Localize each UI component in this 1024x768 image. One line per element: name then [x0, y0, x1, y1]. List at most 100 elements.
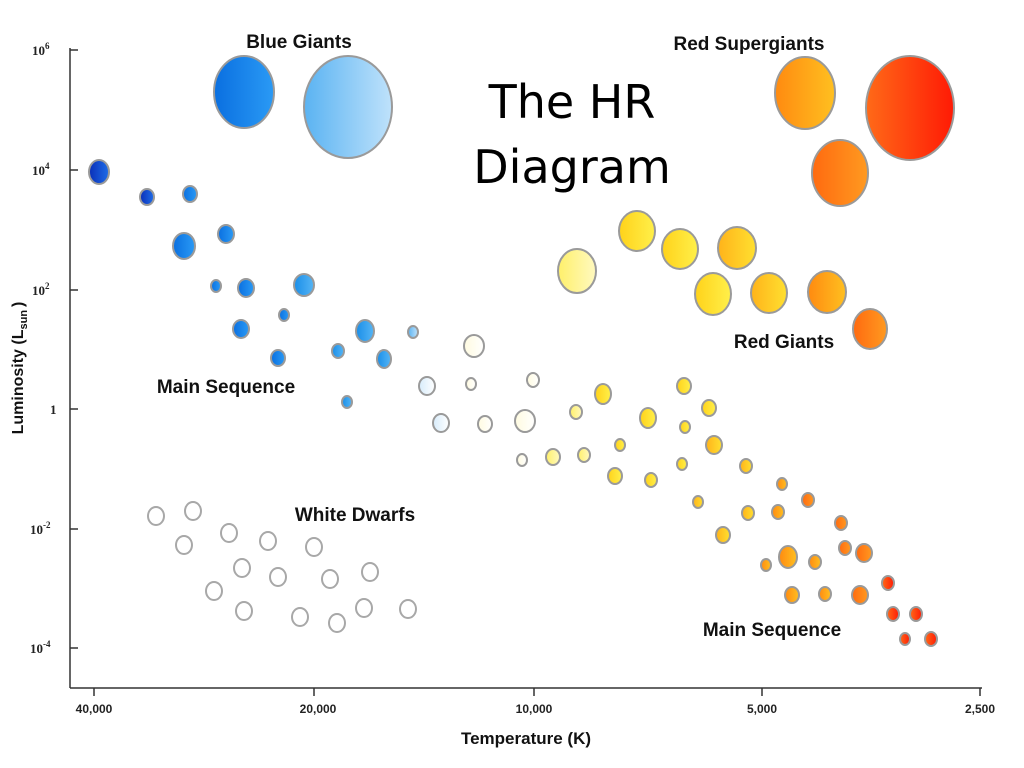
star	[886, 606, 900, 622]
star	[855, 543, 873, 563]
star	[328, 613, 346, 633]
star	[184, 501, 202, 521]
star	[778, 545, 798, 569]
x-tick-label: 10,000	[516, 702, 553, 716]
star	[694, 272, 732, 316]
star	[801, 492, 815, 508]
star	[233, 558, 251, 578]
star	[355, 319, 375, 343]
star	[463, 334, 485, 358]
star	[175, 535, 193, 555]
star	[569, 404, 583, 420]
star	[741, 505, 755, 521]
y-tick-label: 102	[32, 281, 50, 298]
star	[172, 232, 196, 260]
y-axis-label: Luminosity (Lsun)	[10, 302, 30, 435]
white-dwarfs-group	[147, 501, 417, 633]
y-tick-label: 106	[32, 41, 50, 58]
star	[465, 377, 477, 391]
star	[661, 228, 699, 270]
star	[676, 457, 688, 471]
star	[213, 55, 275, 129]
star	[639, 407, 657, 429]
star	[303, 55, 393, 159]
star	[692, 495, 704, 509]
star	[331, 343, 345, 359]
star	[557, 248, 597, 294]
star	[618, 210, 656, 252]
star	[217, 224, 235, 244]
star	[259, 531, 277, 551]
star	[291, 607, 309, 627]
star	[776, 477, 788, 491]
star	[834, 515, 848, 531]
star	[909, 606, 923, 622]
diagram-title-line1: The HR	[488, 75, 656, 129]
star	[865, 55, 955, 161]
star	[278, 308, 290, 322]
star	[270, 349, 286, 367]
star	[784, 586, 800, 604]
star	[705, 435, 723, 455]
star	[355, 598, 373, 618]
star	[838, 540, 852, 556]
star	[852, 308, 888, 350]
star	[235, 601, 253, 621]
x-tick-label: 5,000	[747, 702, 777, 716]
red-giants-group	[557, 210, 888, 350]
star	[526, 372, 540, 388]
x-ticks: 40,000 20,000 10,000 5,000 2,500	[76, 688, 995, 716]
star	[418, 376, 436, 396]
star	[514, 409, 536, 433]
star	[607, 467, 623, 485]
white-dwarfs-label: White Dwarfs	[295, 505, 415, 526]
star	[924, 631, 938, 647]
star	[811, 139, 869, 207]
star	[614, 438, 626, 452]
star	[321, 569, 339, 589]
star	[147, 506, 165, 526]
star	[899, 632, 911, 646]
star	[594, 383, 612, 405]
x-tick-label: 2,500	[965, 702, 995, 716]
star	[361, 562, 379, 582]
y-tick-label: 10-2	[30, 520, 51, 537]
x-axis-label: Temperature (K)	[461, 729, 591, 748]
star	[715, 526, 731, 544]
star	[771, 504, 785, 520]
star	[851, 585, 869, 605]
star	[774, 56, 836, 130]
star	[545, 448, 561, 466]
x-tick-label: 40,000	[76, 702, 113, 716]
blue-giants-group	[213, 55, 393, 159]
x-tick-label: 20,000	[300, 702, 337, 716]
star	[760, 558, 772, 572]
star	[237, 278, 255, 298]
star	[210, 279, 222, 293]
star	[808, 554, 822, 570]
star	[232, 319, 250, 339]
star	[205, 581, 223, 601]
star	[407, 325, 419, 339]
red-giants-label: Red Giants	[734, 332, 834, 353]
main-sequence-lower-label: Main Sequence	[703, 620, 841, 641]
star	[516, 453, 528, 467]
star	[701, 399, 717, 417]
star	[432, 413, 450, 433]
y-tick-label: 1	[50, 402, 57, 417]
star	[807, 270, 847, 314]
star	[139, 188, 155, 206]
star	[750, 272, 788, 314]
star	[881, 575, 895, 591]
star	[739, 458, 753, 474]
star	[293, 273, 315, 297]
star	[577, 447, 591, 463]
star	[341, 395, 353, 409]
star	[182, 185, 198, 203]
star	[220, 523, 238, 543]
main-sequence-group	[88, 159, 938, 647]
star	[88, 159, 110, 185]
y-tick-label: 10-4	[30, 639, 51, 656]
star	[679, 420, 691, 434]
